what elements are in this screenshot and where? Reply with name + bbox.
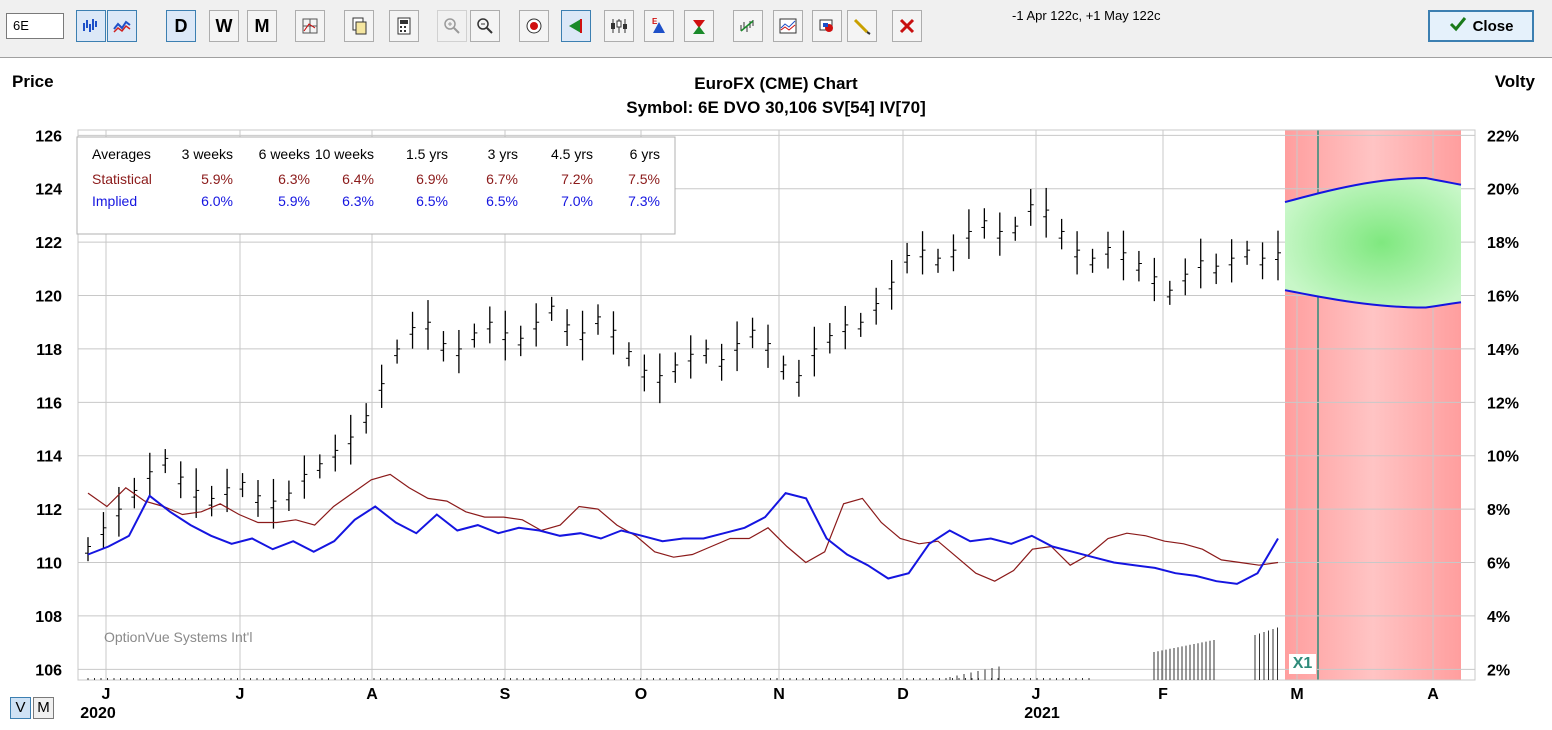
table-cell: 7.5% — [628, 171, 660, 187]
bar-pattern-icon[interactable] — [733, 10, 763, 42]
close-label: Close — [1472, 17, 1514, 35]
table-cell: 6.4% — [342, 171, 374, 187]
table-cell: 6.5% — [416, 193, 448, 209]
earnings-icon[interactable]: E — [644, 10, 674, 42]
delete-icon[interactable] — [892, 10, 922, 42]
averages-table-content: Averages 3 weeks 6 weeks 10 weeks 1.5 yrs 3 y… — [78, 146, 674, 232]
toolbar: 6E D W M E — [0, 0, 1552, 56]
table-header: 6 weeks — [258, 146, 310, 162]
arrow-left-icon[interactable] — [561, 10, 591, 42]
table-row-label: Statistical — [92, 171, 152, 187]
table-cell: 6.3% — [342, 193, 374, 209]
dividend-icon[interactable] — [684, 10, 714, 42]
candlestick-icon[interactable] — [604, 10, 634, 42]
status-message: -1 Apr 122c, +1 May 122c — [1012, 8, 1161, 23]
bar-chart-icon[interactable] — [76, 10, 106, 42]
volatility-chart-icon[interactable] — [773, 10, 803, 42]
check-icon — [1449, 16, 1467, 36]
table-header: 3 yrs — [487, 146, 518, 162]
table-cell: 6.0% — [201, 193, 233, 209]
daily-button[interactable]: D — [166, 10, 196, 42]
table-header: 6 yrs — [629, 146, 660, 162]
view-market-toggle[interactable]: M — [33, 697, 54, 719]
table-cell: 6.9% — [416, 171, 448, 187]
table-cell: 5.9% — [278, 193, 310, 209]
table-cell: 7.2% — [561, 171, 593, 187]
weekly-button[interactable]: W — [209, 10, 239, 42]
calculator-icon[interactable] — [389, 10, 419, 42]
table-cell: 5.9% — [201, 171, 233, 187]
svg-text:E: E — [652, 17, 658, 26]
drawing-icon[interactable] — [812, 10, 842, 42]
table-header: 10 weeks — [314, 146, 374, 162]
copy-icon[interactable] — [344, 10, 374, 42]
symbol-input[interactable]: 6E — [6, 13, 64, 39]
table-header: 4.5 yrs — [550, 146, 593, 162]
table-cell: 6.7% — [486, 171, 518, 187]
grid-icon[interactable] — [295, 10, 325, 42]
table-cell: 7.0% — [561, 193, 593, 209]
table-cell: 6.5% — [486, 193, 518, 209]
monthly-button[interactable]: M — [247, 10, 277, 42]
zoom-in-icon[interactable] — [437, 10, 467, 42]
close-button[interactable]: Close — [1428, 10, 1534, 42]
table-header: 1.5 yrs — [405, 146, 448, 162]
table-cell: 6.3% — [278, 171, 310, 187]
pencil-icon[interactable] — [847, 10, 877, 42]
view-volatility-toggle[interactable]: V — [10, 697, 31, 719]
table-cell: 7.3% — [628, 193, 660, 209]
table-header: 3 weeks — [181, 146, 233, 162]
expiry-marker: X1 — [1289, 654, 1316, 674]
table-header: Averages — [92, 146, 151, 162]
line-chart-icon[interactable] — [107, 10, 137, 42]
zoom-out-icon[interactable] — [470, 10, 500, 42]
table-row-label: Implied — [92, 193, 138, 209]
target-icon[interactable] — [519, 10, 549, 42]
